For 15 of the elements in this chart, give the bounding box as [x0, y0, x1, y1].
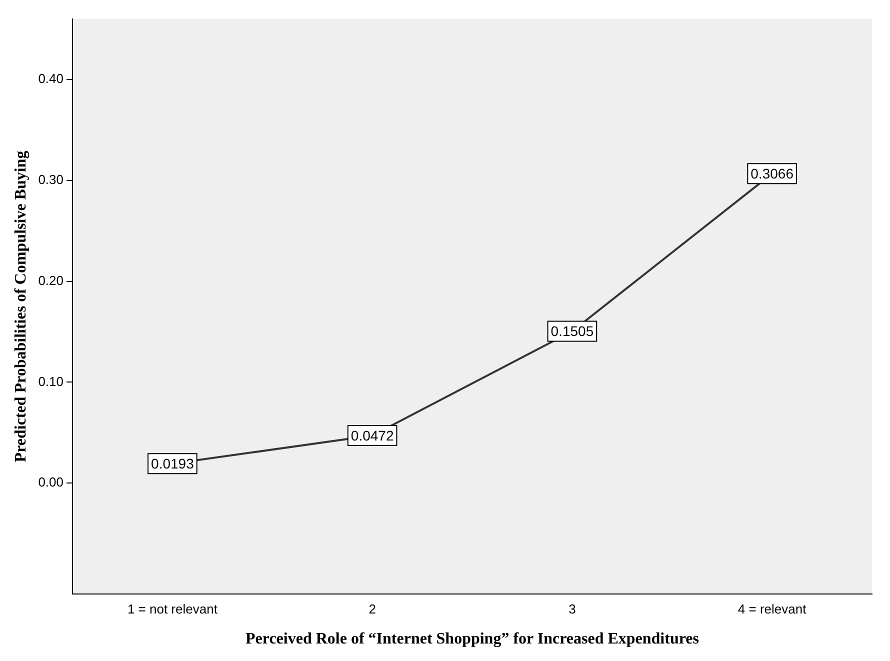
- x-tick-label: 1 = not relevant: [127, 602, 218, 617]
- y-axis-title: Predicted Probabilities of Compulsive Buying: [12, 150, 30, 462]
- data-label: 0.3066: [750, 166, 794, 182]
- data-label: 0.1505: [550, 323, 594, 340]
- y-tick-label: 0.20: [38, 272, 64, 288]
- y-tick-label: 0.30: [38, 172, 64, 187]
- x-tick-label: 4 = relevant: [738, 602, 807, 617]
- y-tick-label: 0.10: [38, 374, 64, 389]
- data-label: 0.0193: [151, 456, 194, 472]
- x-tick-label: 2: [368, 602, 376, 617]
- x-axis-title: Perceived Role of “Internet Shopping” for Increased Expenditures: [246, 630, 699, 648]
- x-tick-label: 3: [568, 602, 576, 617]
- y-tick-label: 0.40: [38, 70, 64, 86]
- data-label: 0.0472: [350, 427, 394, 444]
- y-tick-label: 0.00: [38, 474, 64, 490]
